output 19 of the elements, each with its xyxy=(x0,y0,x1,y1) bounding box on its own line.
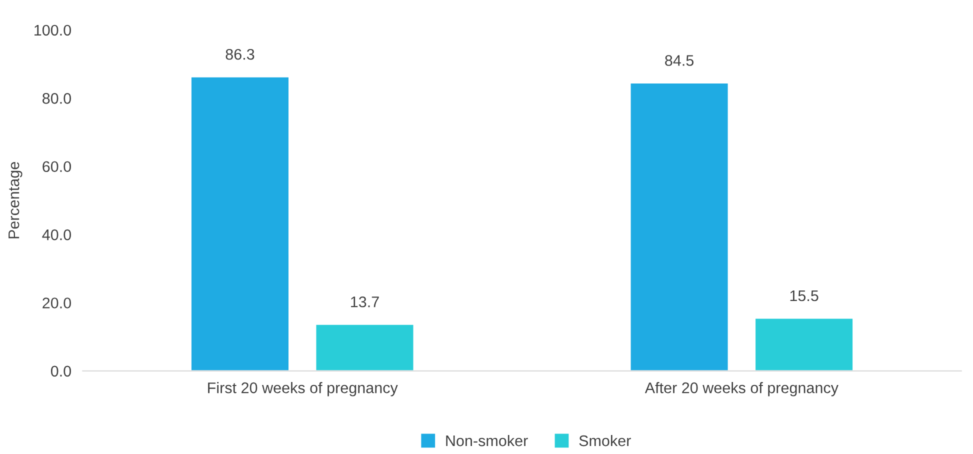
x-tick-label: After 20 weeks of pregnancy xyxy=(644,382,838,396)
y-tick-label: 100.0 xyxy=(34,24,71,36)
data-label: 13.7 xyxy=(351,296,379,308)
data-label: 84.5 xyxy=(665,55,694,66)
y-tick-label: 60.0 xyxy=(42,161,71,172)
bar xyxy=(190,76,290,371)
data-label: 15.5 xyxy=(790,290,818,302)
data-label: 86.3 xyxy=(226,48,254,60)
y-tick-label: 40.0 xyxy=(42,229,71,240)
bar xyxy=(754,317,854,371)
legend-label: Non-smoker xyxy=(446,434,528,446)
bar xyxy=(629,82,730,371)
y-axis-title: Percentage xyxy=(8,162,22,238)
x-tick-label: First 20 weeks of pregnancy xyxy=(208,382,398,396)
bar xyxy=(314,324,415,371)
y-tick-label: 0.0 xyxy=(50,366,71,377)
y-tick-label: 80.0 xyxy=(42,93,71,104)
y-tick-label: 20.0 xyxy=(42,298,71,308)
legend-label: Smoker xyxy=(579,434,631,446)
